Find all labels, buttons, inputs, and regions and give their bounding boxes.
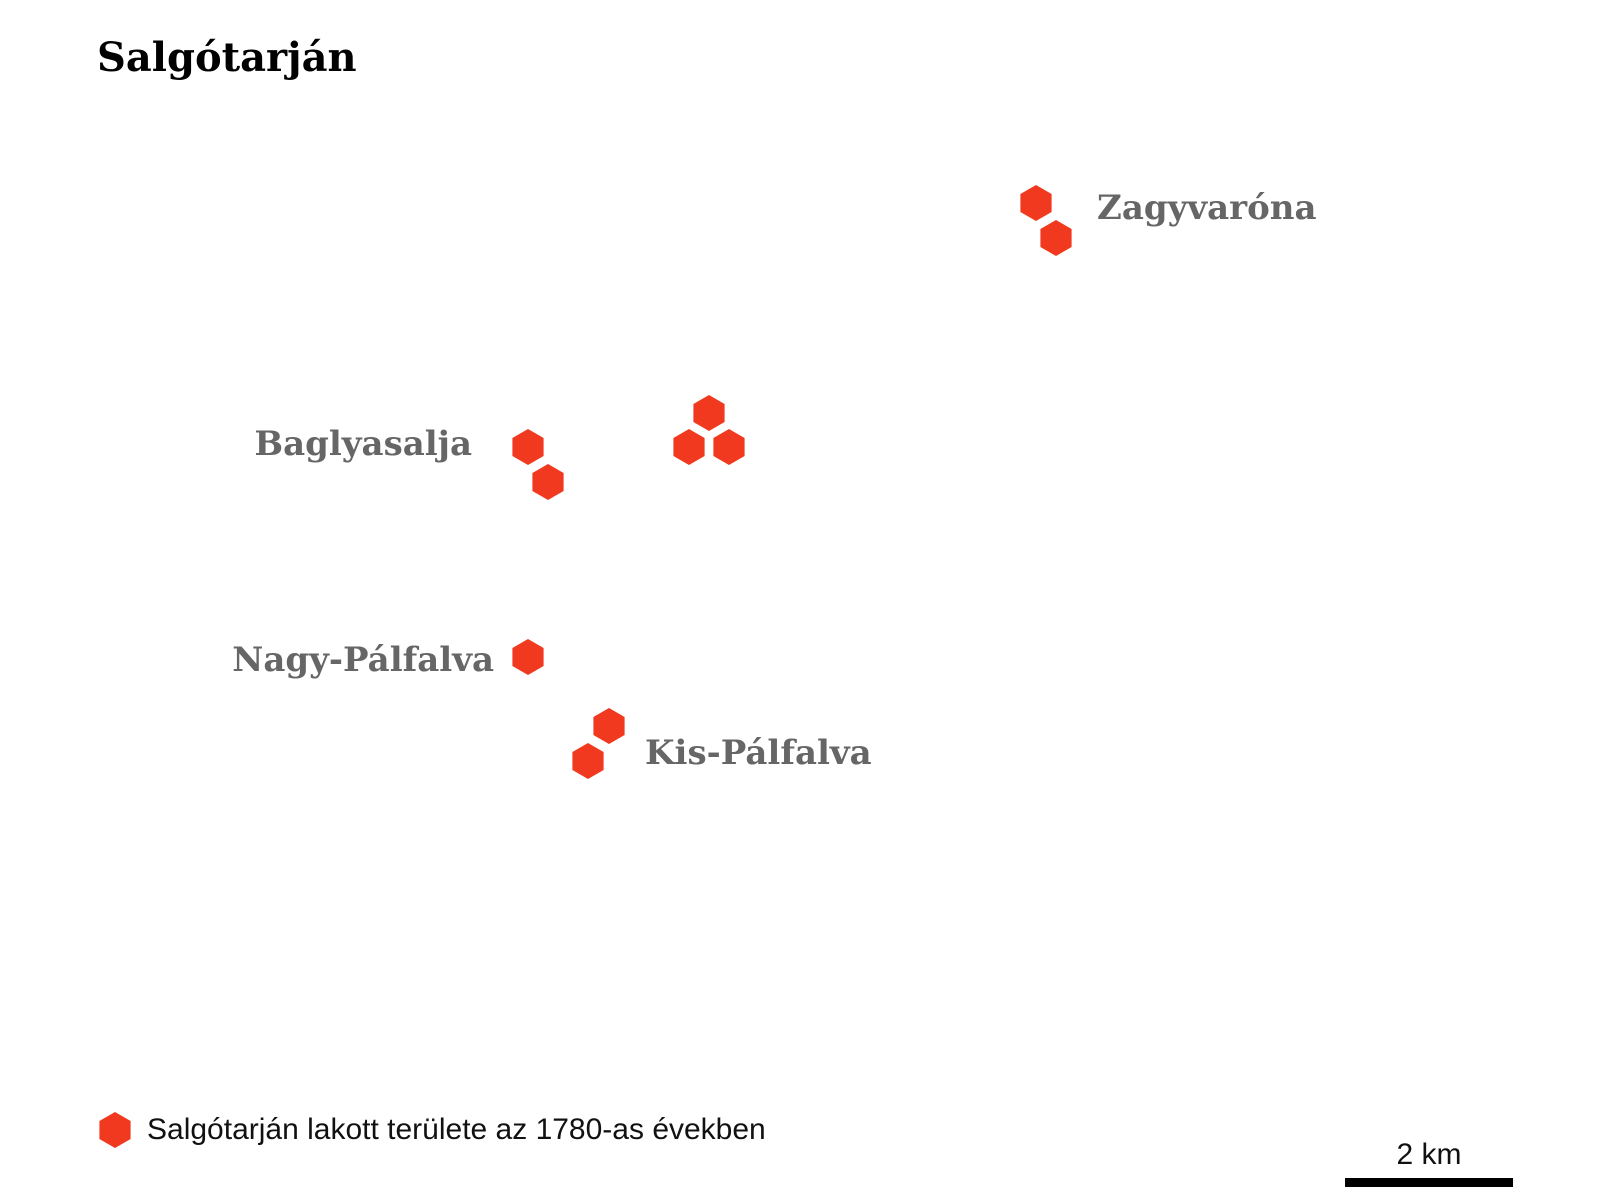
hexagon-icon bbox=[593, 708, 625, 744]
scale-bar-line bbox=[1345, 1178, 1513, 1187]
place-center-cluster bbox=[673, 395, 745, 465]
hexagon-icon bbox=[572, 743, 604, 779]
legend-label: Salgótarján lakott területe az 1780-as é… bbox=[147, 1113, 766, 1146]
map-title: Salgótarján bbox=[97, 34, 357, 81]
map-canvas: Zagyvaróna Baglyasalja Nagy-Pálfalva Kis… bbox=[232, 185, 1317, 779]
place-label-zagyvarona: Zagyvaróna bbox=[1097, 188, 1317, 228]
legend-hexagon bbox=[99, 1112, 131, 1148]
place-label-nagy-palfalva: Nagy-Pálfalva bbox=[232, 640, 494, 680]
place-kis-palfalva: Kis-Pálfalva bbox=[572, 708, 872, 779]
place-zagyvarona: Zagyvaróna bbox=[1020, 185, 1317, 256]
hexagon-icon bbox=[713, 429, 745, 465]
place-label-baglyasalja: Baglyasalja bbox=[254, 424, 472, 464]
hexagon-icon bbox=[99, 1112, 131, 1148]
hexagon-icon bbox=[673, 429, 705, 465]
place-nagy-palfalva: Nagy-Pálfalva bbox=[232, 639, 544, 680]
hexagon-icon bbox=[512, 429, 544, 465]
hexagon-icon bbox=[512, 639, 544, 675]
scale-bar-label: 2 km bbox=[1396, 1138, 1462, 1171]
hexagon-icon bbox=[1020, 185, 1052, 221]
hexagon-icon bbox=[532, 464, 564, 500]
place-baglyasalja: Baglyasalja bbox=[254, 424, 564, 500]
place-label-kis-palfalva: Kis-Pálfalva bbox=[645, 733, 872, 773]
hexagon-icon bbox=[1040, 220, 1072, 256]
hexagon-icon bbox=[693, 395, 725, 431]
legend: Salgótarján lakott területe az 1780-as é… bbox=[97, 1110, 766, 1150]
scale-bar: 2 km bbox=[1345, 1138, 1513, 1190]
